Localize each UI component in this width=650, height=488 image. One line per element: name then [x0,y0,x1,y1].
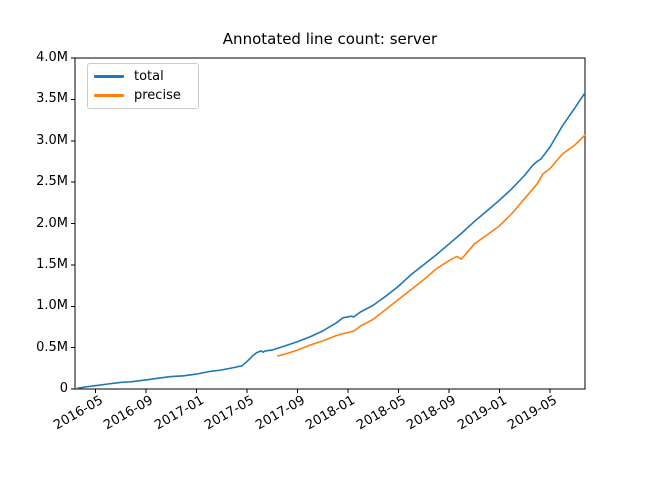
y-ticks [71,57,75,390]
y-tick-label: 0 [59,381,68,396]
series-line-total [77,92,586,390]
y-tick-label: 2.5M [36,174,68,190]
legend-item-total: total [94,69,198,84]
y-tick-label: 1.0M [36,298,68,314]
chart-title: Annotated line count: server [222,30,438,48]
series-line-precise [276,134,586,357]
y-tick-label: 3.0M [36,132,68,148]
legend-item-precise: precise [94,88,198,103]
legend: total precise [87,63,199,109]
y-tick-label: 1.5M [36,256,68,272]
legend-line-swatch-total [94,74,124,78]
x-ticks [94,389,551,393]
legend-label-precise: precise [134,88,181,104]
legend-label-total: total [134,68,164,84]
y-tick-label: 2.0M [36,215,68,231]
y-tick-label: 3.5M [36,91,68,107]
y-tick-label: 4.0M [36,50,68,65]
legend-line-swatch-precise [94,94,124,98]
y-tick-label: 0.5M [36,339,68,355]
